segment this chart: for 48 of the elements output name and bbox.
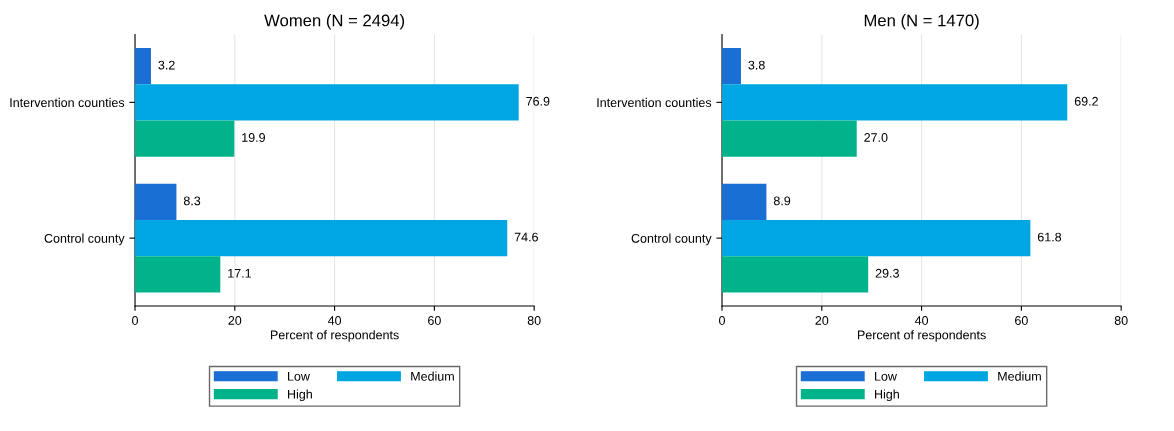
data-label: 76.9 bbox=[526, 96, 550, 106]
data-label: 29.3 bbox=[875, 268, 899, 278]
bar bbox=[722, 256, 869, 293]
bar bbox=[135, 120, 235, 157]
data-label: 3.2 bbox=[158, 60, 175, 70]
x-tick-label: 0 bbox=[719, 316, 725, 325]
data-label: 61.8 bbox=[1037, 232, 1062, 242]
bar bbox=[722, 183, 767, 221]
data-label: 17.1 bbox=[228, 268, 251, 278]
data-label: 8.3 bbox=[183, 196, 201, 206]
legend-label: High bbox=[288, 389, 312, 402]
bar bbox=[722, 84, 1068, 121]
bar bbox=[722, 48, 741, 85]
bar bbox=[135, 256, 221, 293]
chart-title: Men (N = 1470) bbox=[864, 14, 979, 30]
y-tick-label: Control county bbox=[631, 233, 712, 246]
x-tick-label: 60 bbox=[428, 316, 441, 325]
legend-label: Low bbox=[875, 372, 897, 381]
x-tick-label: 0 bbox=[132, 316, 138, 325]
bar bbox=[135, 183, 177, 221]
data-label: 8.9 bbox=[773, 196, 791, 206]
legend-label: Medium bbox=[411, 371, 454, 381]
bar bbox=[135, 84, 519, 121]
data-label: 69.2 bbox=[1074, 96, 1098, 106]
x-tick-label: 80 bbox=[527, 316, 541, 325]
bar bbox=[135, 220, 508, 257]
x-axis-title: Percent of respondents bbox=[271, 330, 399, 342]
y-tick-label: Intervention counties bbox=[10, 97, 125, 108]
x-tick-label: 80 bbox=[1114, 316, 1128, 325]
data-label: 19.9 bbox=[242, 133, 265, 142]
y-tick-label: Control county bbox=[44, 233, 125, 246]
data-label: 3.8 bbox=[748, 60, 765, 70]
x-axis-title: Percent of respondents bbox=[858, 330, 986, 342]
bar bbox=[135, 48, 151, 85]
data-label: 74.6 bbox=[514, 232, 538, 242]
x-tick-label: 20 bbox=[228, 316, 242, 325]
legend-label: Medium bbox=[998, 371, 1041, 381]
x-tick-label: 40 bbox=[327, 316, 342, 325]
legend-label: Low bbox=[288, 372, 310, 381]
x-tick-label: 20 bbox=[815, 316, 829, 325]
chart-title: Women (N = 2494) bbox=[264, 14, 405, 30]
x-tick-label: 40 bbox=[914, 316, 929, 325]
bar bbox=[722, 220, 1031, 257]
data-label: 27.0 bbox=[864, 133, 888, 142]
legend-label: High bbox=[875, 389, 899, 402]
bar bbox=[722, 120, 857, 157]
x-tick-label: 60 bbox=[1015, 316, 1028, 325]
y-tick-label: Intervention counties bbox=[597, 97, 712, 108]
